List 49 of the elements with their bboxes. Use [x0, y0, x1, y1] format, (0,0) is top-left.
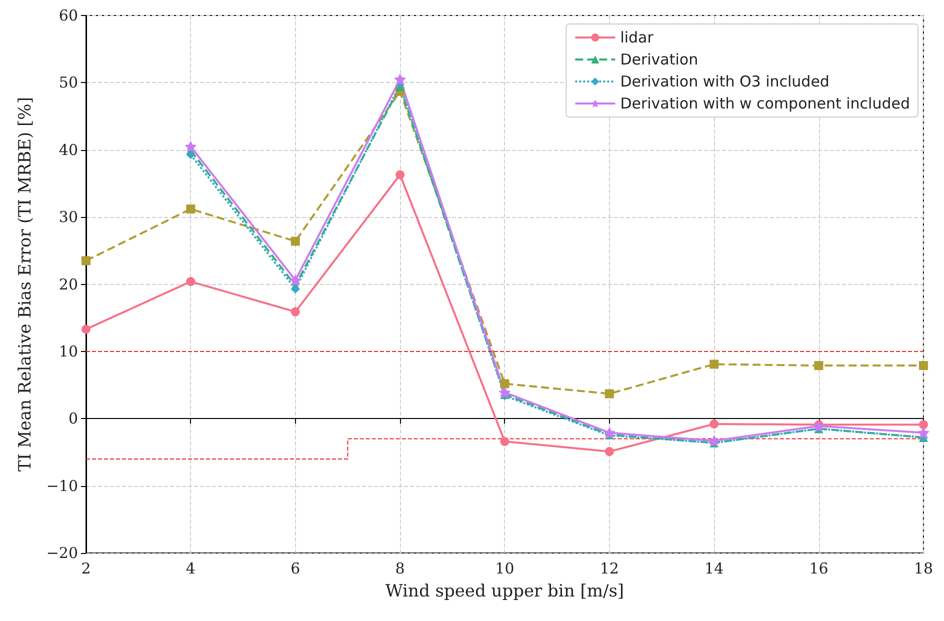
x-tick-label: 4 [186, 560, 196, 578]
point [710, 420, 719, 428]
point [184, 140, 197, 153]
point [500, 436, 510, 446]
point [186, 204, 196, 214]
y-tick-label: −20 [46, 544, 78, 562]
point [498, 386, 511, 398]
point [82, 256, 90, 266]
point [186, 277, 196, 286]
point [186, 150, 196, 160]
point [814, 361, 824, 370]
legend-label: Derivation [620, 50, 698, 68]
legend-label: Derivation with w component included [620, 94, 910, 112]
y-tick-label: −10 [46, 476, 78, 495]
y-tick-label: 60 [58, 6, 78, 24]
x-axis-title: Wind speed upper bin [m/s] [385, 582, 624, 602]
point [708, 434, 720, 447]
point [917, 426, 930, 439]
point [500, 379, 510, 388]
x-tick-label: 10 [495, 560, 514, 578]
x-tick-label: 18 [914, 560, 934, 578]
legend-label: Derivation with O3 included [620, 72, 830, 90]
y-tick-label: 10 [58, 342, 78, 360]
point [396, 170, 405, 180]
point [290, 284, 300, 294]
x-tick-label: 2 [81, 560, 91, 578]
x-tick-label: 14 [704, 560, 724, 578]
y-tick-label: 30 [58, 208, 78, 226]
x-tick-label: 16 [809, 560, 828, 578]
point [290, 236, 300, 246]
x-tick-label: 8 [395, 560, 405, 578]
point [82, 324, 90, 334]
y-axis-title: TI Mean Relative Bias Error (TI MRBE) [%] [16, 97, 36, 472]
point [394, 73, 406, 86]
point [289, 274, 302, 286]
point [812, 420, 825, 432]
point [603, 426, 616, 439]
y-tick-label: 0 [68, 410, 78, 428]
point [604, 389, 614, 398]
y-tick-label: 40 [58, 140, 78, 159]
y-tick-label: 20 [58, 275, 78, 294]
point [604, 447, 614, 456]
x-tick-label: 6 [290, 560, 300, 578]
point [710, 360, 719, 369]
point [918, 361, 928, 370]
point [290, 307, 300, 316]
x-tick-label: 12 [600, 560, 619, 578]
legend-label: lidar [620, 28, 654, 46]
y-tick-label: 50 [58, 74, 78, 92]
